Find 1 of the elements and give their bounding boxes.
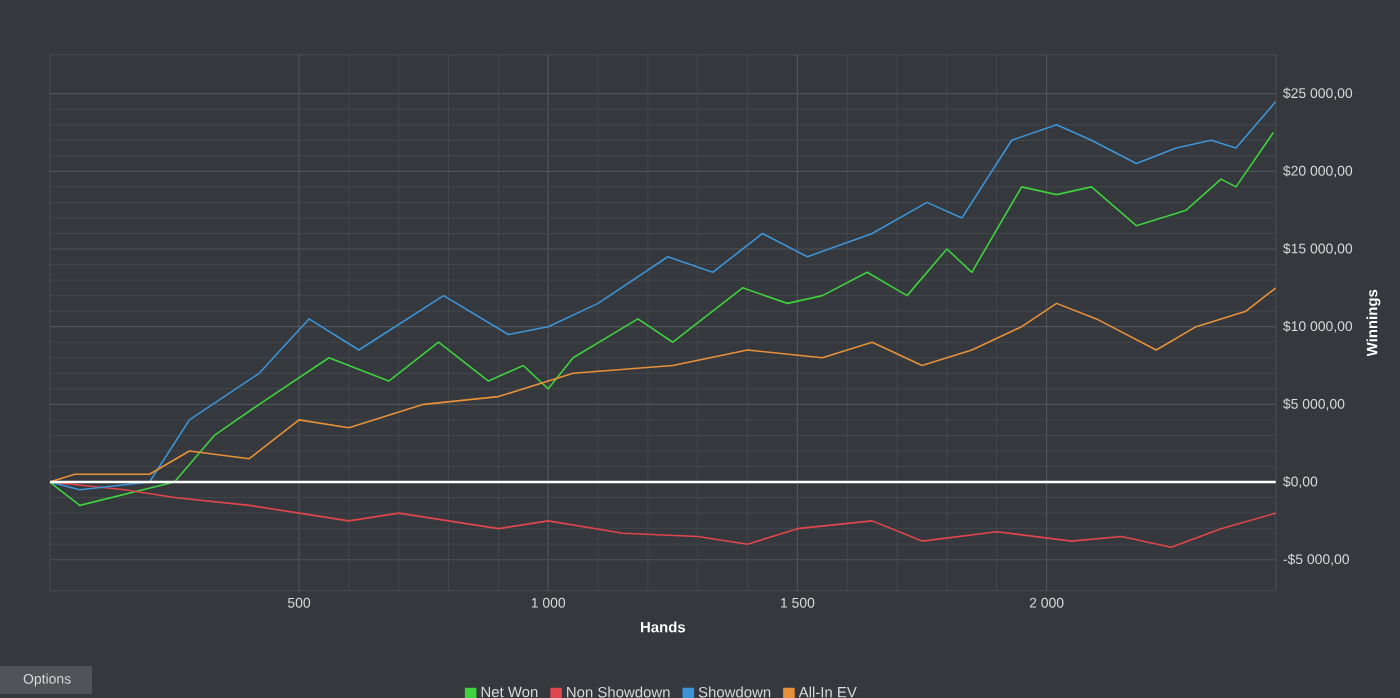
line-series [49, 287, 1276, 483]
